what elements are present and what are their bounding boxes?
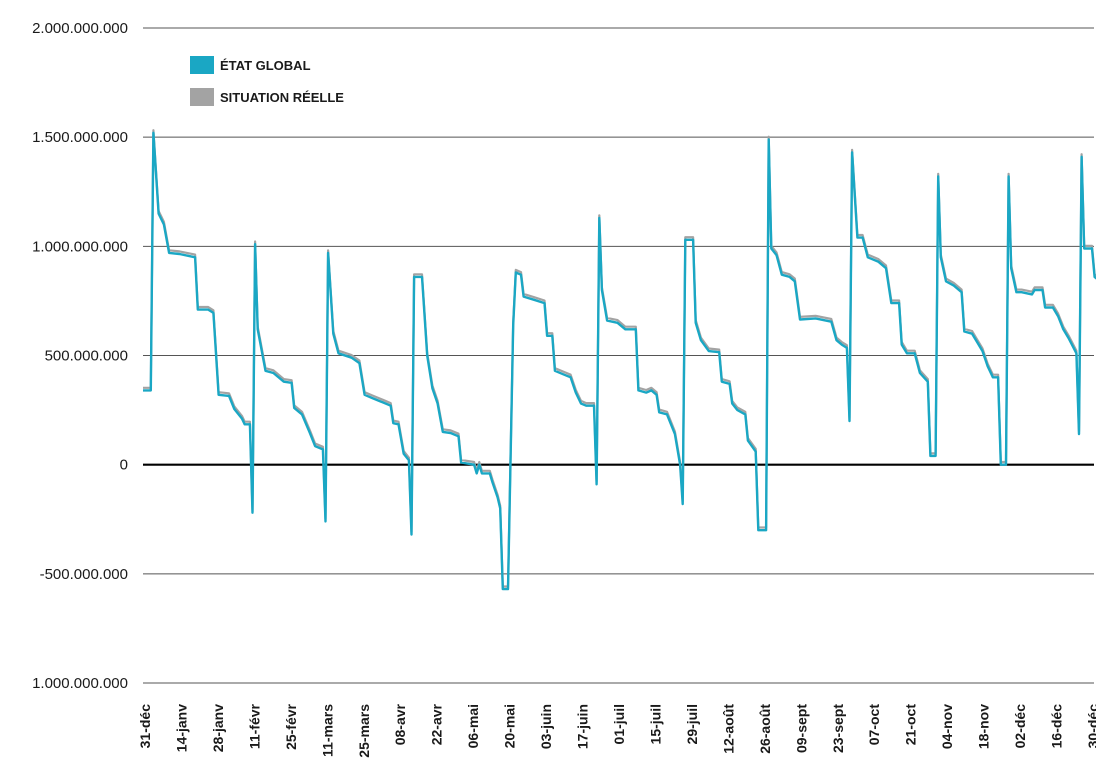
y-tick-label: 500.000.000 xyxy=(45,348,128,365)
x-tick-label: 20-mai xyxy=(502,704,518,748)
x-tick-label: 17-juin xyxy=(575,704,591,749)
y-tick-label: 2.000.000.000 xyxy=(32,20,128,37)
legend-label-situation-reelle: SITUATION RÉELLE xyxy=(220,90,344,105)
x-tick-label: 21-oct xyxy=(903,704,919,746)
x-tick-label: 31-déc xyxy=(137,704,153,749)
x-axis-tick-labels: 31-déc 14-janv 28-janv 11-févr 25-févr 11-mar… xyxy=(137,703,1096,757)
x-tick-label: 25-févr xyxy=(283,703,299,749)
x-tick-label: 02-déc xyxy=(1012,704,1028,749)
x-tick-label: 01-juil xyxy=(611,704,627,744)
x-tick-label: 08-avr xyxy=(392,703,408,745)
x-tick-label: 09-sept xyxy=(793,704,809,753)
x-tick-label: 12-août xyxy=(720,704,736,754)
x-tick-label: 22-avr xyxy=(429,703,445,745)
series-line-situation-reelle xyxy=(143,129,1096,588)
x-tick-label: 07-oct xyxy=(866,704,882,746)
legend: ÉTAT GLOBAL SITUATION RÉELLE xyxy=(190,56,344,106)
y-tick-label: 0 xyxy=(120,457,128,474)
x-tick-label: 16-déc xyxy=(1049,704,1065,749)
y-tick-label: 1.000.000.000 xyxy=(32,238,128,255)
x-tick-label: 29-juil xyxy=(684,704,700,744)
x-tick-label: 03-juin xyxy=(538,704,554,749)
x-tick-label: 23-sept xyxy=(830,704,846,753)
legend-swatch-situation-reelle xyxy=(190,88,214,106)
x-tick-label: 15-juil xyxy=(648,704,664,744)
y-tick-label: -500.000.000 xyxy=(40,566,128,583)
x-tick-label: 26-août xyxy=(757,704,773,754)
legend-label-etat-global: ÉTAT GLOBAL xyxy=(220,58,311,73)
series-line-etat-global xyxy=(143,131,1096,591)
y-gridlines xyxy=(143,27,1094,684)
x-tick-label: 18-nov xyxy=(976,704,992,749)
y-tick-label: 1.000.000.000 xyxy=(32,675,128,692)
series-lines xyxy=(143,129,1096,591)
x-tick-label: 11-févr xyxy=(246,703,262,749)
x-tick-label: 28-janv xyxy=(210,704,226,752)
y-tick-label: 1.500.000.000 xyxy=(32,129,128,146)
y-axis-tick-labels: 2.000.000.000 1.500.000.000 1.000.000.000 5… xyxy=(32,20,128,692)
x-tick-label: 30-déc xyxy=(1085,704,1096,749)
legend-swatch-etat-global xyxy=(190,56,214,74)
x-tick-label: 04-nov xyxy=(939,704,955,749)
x-tick-label: 06-mai xyxy=(465,704,481,748)
x-tick-label: 11-mars xyxy=(319,704,335,757)
x-tick-label: 14-janv xyxy=(174,704,190,752)
x-tick-label: 25-mars xyxy=(356,704,372,758)
